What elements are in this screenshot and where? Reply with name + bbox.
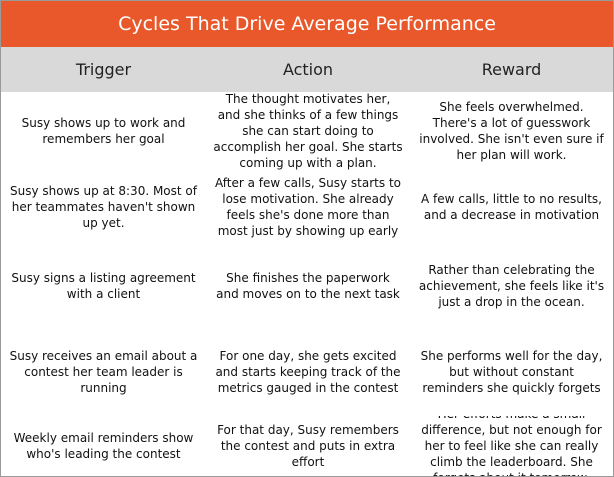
trigger-cell: Susy signs a listing agreement with a cl… bbox=[11, 271, 196, 301]
table-row: Susy signs a listing agreement with a cl… bbox=[1, 244, 613, 328]
action-cell: She finishes the paperwork and moves on … bbox=[216, 271, 400, 301]
table-row: Weekly email reminders show who's leadin… bbox=[1, 416, 613, 476]
action-cell: For that day, Susy remembers the contest… bbox=[217, 423, 399, 469]
action-cell: For one day, she gets excited and starts… bbox=[215, 349, 401, 395]
trigger-cell: Susy receives an email about a contest h… bbox=[9, 349, 198, 395]
trigger-cell: Susy shows up at 8:30. Most of her teamm… bbox=[10, 184, 197, 230]
reward-cell: A few calls, little to no results, and a… bbox=[420, 192, 602, 222]
column-header-reward: Reward bbox=[481, 60, 542, 79]
table-row: Susy shows up to work and remembers her … bbox=[1, 92, 613, 170]
trigger-cell: Susy shows up to work and remembers her … bbox=[21, 116, 186, 146]
header-row: Trigger Action Reward bbox=[1, 47, 613, 92]
column-header-action: Action bbox=[282, 60, 334, 79]
action-cell: After a few calls, Susy starts to lose m… bbox=[215, 176, 401, 238]
trigger-cell: Weekly email reminders show who's leadin… bbox=[13, 431, 194, 461]
table-body: Susy shows up to work and remembers her … bbox=[1, 92, 613, 476]
reward-cell: She performs well for the day, but witho… bbox=[420, 349, 603, 395]
table-row: Susy shows up at 8:30. Most of her teamm… bbox=[1, 170, 613, 244]
reward-cell: She feels overwhelmed. There's a lot of … bbox=[419, 100, 604, 162]
action-cell: The thought motivates her, and she think… bbox=[213, 92, 403, 170]
table-row: Susy receives an email about a contest h… bbox=[1, 328, 613, 416]
reward-cell: Rather than celebrating the achievement,… bbox=[418, 263, 605, 309]
column-header-trigger: Trigger bbox=[75, 60, 132, 79]
table-title: Cycles That Drive Average Performance bbox=[1, 1, 613, 47]
reward-cell: Her efforts make a small difference, but… bbox=[421, 416, 602, 476]
